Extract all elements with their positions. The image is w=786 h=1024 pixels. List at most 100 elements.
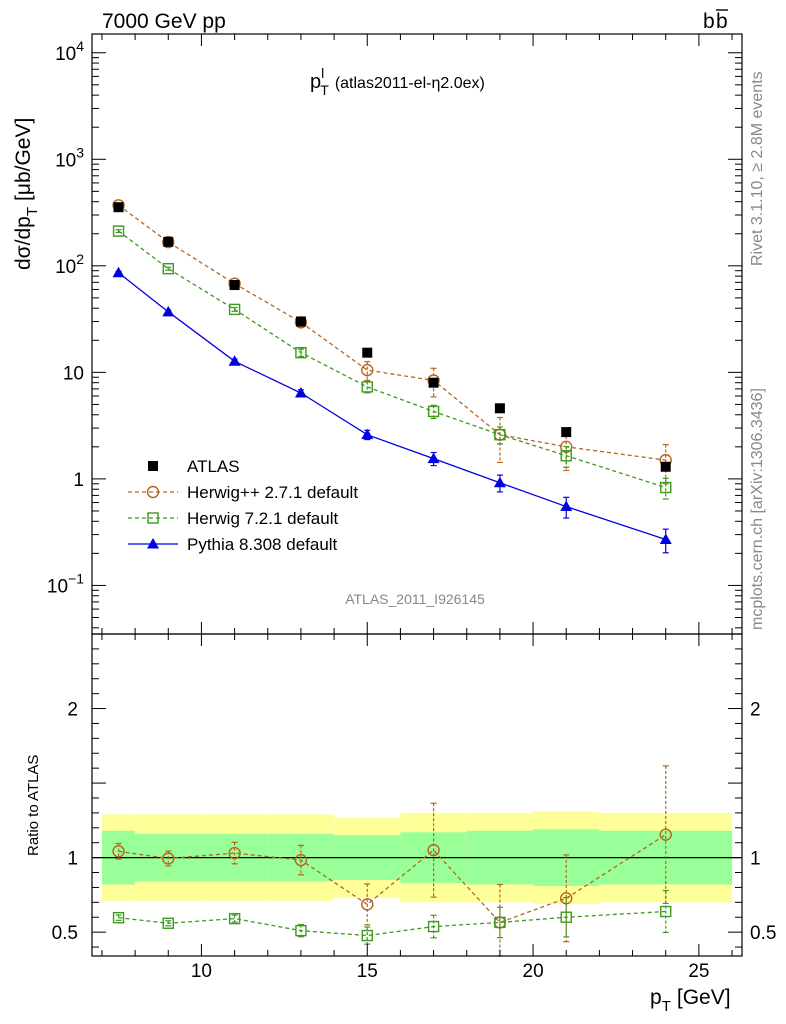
ratio-error-bar: [430, 914, 437, 939]
series-point: [427, 452, 440, 464]
y-tick-label: 10−1: [47, 570, 84, 597]
ratio-error-bar: [563, 854, 570, 943]
ratio-point: [361, 929, 373, 942]
ratio-point: [361, 898, 374, 911]
ratio-y-tick-label-right: 1: [750, 849, 761, 870]
y-tick-label: 102: [55, 251, 84, 278]
main-y-axis-label: dσ/dpT [μb/GeV]: [12, 118, 41, 270]
ratio-point: [427, 920, 440, 933]
ratio-point: [228, 912, 241, 925]
ratio-point: [427, 843, 440, 857]
series-error-bar: [115, 229, 122, 234]
series-point: [361, 381, 373, 393]
ratio-error-bar: [115, 914, 122, 921]
ratio-y-tick-label-left: 2: [67, 700, 78, 721]
ratio-error-bar: [231, 841, 238, 865]
series-point: [228, 355, 241, 366]
data-point: [428, 377, 439, 388]
y-tick-label: 104: [55, 38, 84, 65]
legend-label: Herwig++ 2.7.1 default: [187, 483, 358, 502]
ratio-point: [560, 911, 572, 923]
x-axis-label: pT [GeV]: [650, 986, 731, 1015]
series-point: [162, 235, 175, 249]
ratio-y-tick-label-right: 2: [750, 700, 761, 721]
y-tick-label-exponent: 4: [76, 38, 84, 54]
mcplots-reference-label: mcplots.cern.ch [arXiv:1306.3436]: [749, 388, 766, 630]
xlabel-sub: T: [662, 998, 671, 1015]
ratio-point: [228, 846, 241, 860]
series-point: [493, 476, 506, 488]
series-point: [560, 450, 572, 462]
legend-marker: [148, 461, 158, 471]
data-point: [295, 316, 306, 327]
legend-label: Herwig 7.2.1 default: [187, 509, 338, 528]
series-error-bar: [662, 477, 669, 500]
data-point: [494, 403, 505, 414]
series-point: [361, 363, 374, 377]
ratio-y-tick-label-right: 0.5: [750, 923, 776, 944]
data-point: [660, 461, 671, 472]
header-energy-label: 7000 GeV pp: [102, 10, 226, 33]
series-point: [427, 405, 440, 418]
y-tick-label-base: 10: [55, 150, 76, 171]
data-point: [113, 202, 124, 213]
svg-text:plT(atlas2011-el-η2.0ex): pl T (atlas2011-el-η2.0ex): [310, 65, 485, 98]
x-tick-label: 25: [688, 961, 709, 982]
ratio-error-bar: [297, 844, 304, 876]
xlabel-main: p: [650, 986, 662, 1009]
ratio-y-axis-label: Ratio to ATLAS: [25, 755, 42, 856]
svg-text:dσ/dpT[μb/GeV]: dσ/dpT [μb/GeV]: [12, 118, 41, 270]
y-tick-label: 1: [73, 470, 84, 491]
ratio-point: [494, 916, 506, 929]
ratio-error-bar: [165, 920, 172, 927]
series-point: [295, 346, 307, 359]
y-tick-label-exponent: 3: [76, 144, 84, 160]
y-tick-label-base: 10: [55, 44, 76, 65]
data-point: [229, 280, 240, 291]
ratio-point: [659, 828, 672, 841]
svg-text:pT[GeV]: pT [GeV]: [650, 986, 731, 1015]
analysis-label: ATLAS_2011_I926145: [345, 591, 485, 607]
series-error-bar: [231, 306, 238, 312]
series-point: [560, 500, 573, 512]
series-point: [294, 387, 307, 398]
series-point: [228, 303, 241, 316]
ratio-point: [112, 911, 125, 924]
title-sup: l: [321, 65, 324, 81]
legend-marker: [146, 485, 160, 499]
xlabel-unit: [GeV]: [677, 986, 731, 1009]
ratio-error-bar: [430, 802, 437, 898]
y-tick-label-base: 10: [55, 257, 76, 278]
ratio-point: [112, 845, 125, 858]
series-error-bar: [563, 445, 570, 468]
ratio-plot-series: [112, 765, 672, 957]
series-line: [118, 230, 666, 489]
series-point: [162, 305, 175, 317]
legend: ATLAS Herwig++ 2.7.1 default Herwig 7.2.1 …: [128, 457, 358, 554]
plot-title: pl T (atlas2011-el-η2.0ex): [310, 65, 485, 98]
series-point: [112, 225, 125, 237]
ratio-point: [660, 905, 672, 918]
ratio-error-bar: [496, 906, 503, 939]
ratio-plot-frame: [91, 633, 743, 957]
y-tick-label-exponent: 2: [76, 251, 84, 267]
ratio-error-bar: [364, 883, 371, 926]
main-plot-series: [112, 199, 672, 554]
y-tick-label-exponent: −1: [68, 570, 84, 586]
series-point: [660, 481, 672, 494]
header-process-bbar: b: [716, 10, 728, 33]
series-error-bar: [430, 367, 437, 398]
series-point: [162, 262, 174, 275]
ratio-series-line: [118, 910, 666, 937]
data-point: [362, 347, 373, 358]
ratio-error-bar: [563, 896, 570, 938]
series-point: [494, 428, 506, 441]
ylabel-sub: T: [24, 207, 41, 216]
title-main: p: [310, 71, 321, 93]
ratio-series-line: [118, 834, 667, 924]
header-process-label: b b: [703, 9, 728, 33]
series-line: [118, 204, 666, 461]
x-tick-label: 20: [523, 961, 544, 982]
